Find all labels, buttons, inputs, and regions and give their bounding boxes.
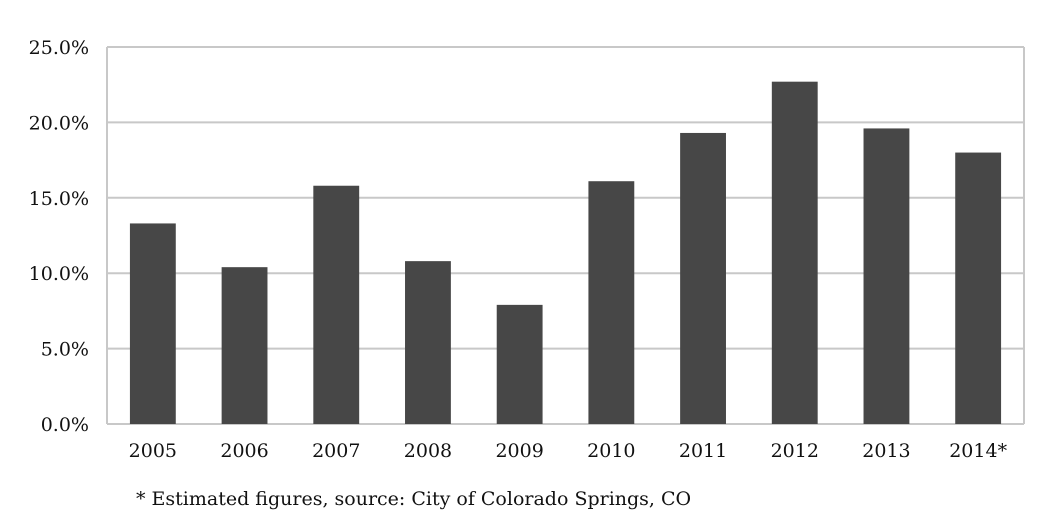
footnote: * Estimated figures, source: City of Col… [136,488,692,510]
y-tick-label: 0.0% [41,414,89,436]
x-tick-label: 2013 [862,440,910,462]
x-tick-label: 2009 [495,440,543,462]
bar-2005 [129,223,176,424]
y-tick-label: 25.0% [29,37,89,59]
y-tick-label: 15.0% [29,188,89,210]
y-tick-label: 5.0% [41,339,89,361]
x-tick-label: 2006 [220,440,268,462]
y-tick-label: 20.0% [29,112,89,134]
bar-2007 [313,185,360,424]
x-tick-label: 2007 [312,440,360,462]
x-tick-label: 2010 [587,440,635,462]
x-axis-tick-labels: 2005 2006 2007 2008 2009 2010 2011 2012 2013 2014… [129,440,1008,462]
x-tick-label: 2005 [129,440,177,462]
bar-2014 [955,152,1002,424]
x-tick-label: 2012 [771,440,819,462]
bar-chart: 0.0%5.0%10.0%15.0%20.0%25.0% 2005 2006 200… [29,37,1025,462]
bar-2013 [863,128,910,424]
bar-2012 [771,81,818,425]
bar-2009 [496,304,543,424]
bar-2011 [680,132,726,424]
bar-2010 [588,181,635,424]
y-axis-tick-labels: 0.0% 5.0% 10.0% 15.0% 20.0% 25.0% [29,37,89,436]
bar-2008 [405,261,451,424]
y-tick-label: 10.0% [29,263,89,285]
x-tick-label: 2008 [404,440,452,462]
x-tick-label: 2014* [949,440,1007,462]
bars [129,81,1002,425]
x-tick-label: 2011 [679,440,727,462]
bar-2006 [221,267,268,424]
